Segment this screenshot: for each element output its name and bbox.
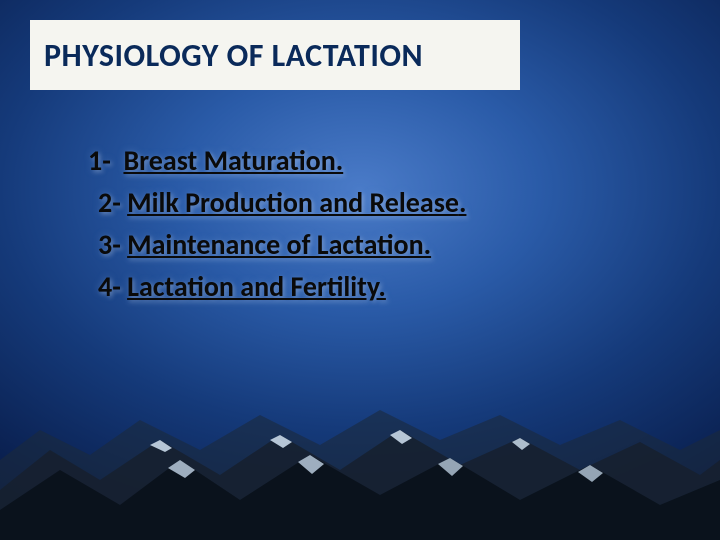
item-number: 4-: [98, 269, 121, 304]
item-number: 1-: [88, 143, 111, 178]
item-text: Maintenance of Lactation.: [127, 227, 431, 262]
list-item: 1- Breast Maturation.: [88, 140, 466, 182]
list-item: 2- Milk Production and Release.: [98, 182, 466, 224]
list-item: 3- Maintenance of Lactation.: [98, 224, 466, 266]
title-container: PHYSIOLOGY OF LACTATION: [30, 20, 520, 90]
content-list: 1- Breast Maturation. 2- Milk Production…: [88, 140, 466, 308]
item-text: Lactation and Fertility.: [127, 269, 386, 304]
item-number: 2-: [98, 185, 121, 220]
list-item: 4- Lactation and Fertility.: [98, 266, 466, 308]
mountains-illustration: [0, 360, 720, 540]
item-text: Milk Production and Release: [127, 185, 459, 220]
item-text: Breast Maturation.: [123, 143, 343, 178]
item-number: 3-: [98, 227, 121, 262]
period-icon: .: [459, 185, 466, 220]
slide-title: PHYSIOLOGY OF LACTATION: [44, 36, 423, 75]
